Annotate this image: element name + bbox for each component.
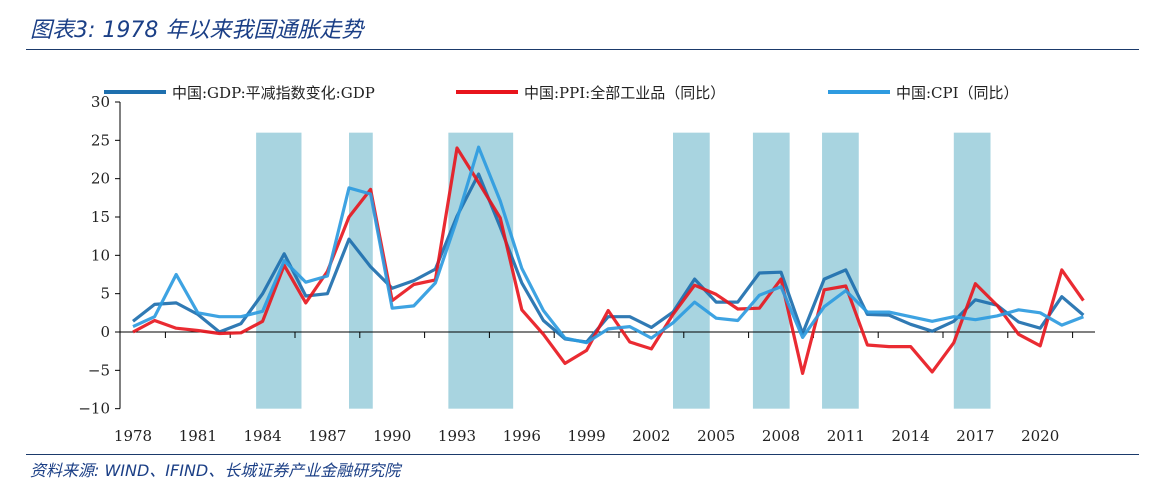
title-divider bbox=[26, 49, 1139, 50]
x-tick-label: 1993 bbox=[438, 427, 476, 445]
shaded-period bbox=[953, 132, 991, 409]
legend-label: 中国:PPI:全部工业品（同比） bbox=[524, 84, 725, 102]
y-tick-label: −10 bbox=[78, 400, 110, 418]
x-tick-label: 1981 bbox=[179, 427, 217, 445]
legend-item: 中国:CPI（同比） bbox=[828, 84, 1019, 102]
shaded-period bbox=[752, 132, 790, 409]
legend-item: 中国:PPI:全部工业品（同比） bbox=[456, 84, 725, 102]
source-note: 资料来源: WIND、IFIND、长城证券产业金融研究院 bbox=[30, 461, 401, 480]
x-tick-label: 1984 bbox=[244, 427, 282, 445]
y-tick-label: 10 bbox=[91, 246, 110, 264]
y-tick-label: 30 bbox=[91, 93, 110, 111]
x-tick-label: 1999 bbox=[568, 427, 606, 445]
x-tick-label: 1990 bbox=[373, 427, 411, 445]
shaded-period bbox=[673, 132, 710, 409]
x-tick-label: 2011 bbox=[827, 427, 865, 445]
x-tick-label: 1996 bbox=[503, 427, 541, 445]
series-line-ppi bbox=[132, 146, 1085, 375]
x-tick-label: 1987 bbox=[308, 427, 346, 445]
chart-title: 图表3: 1978 年以来我国通胀走势 bbox=[30, 18, 364, 43]
y-tick-label: 20 bbox=[91, 170, 110, 188]
y-tick-label: 5 bbox=[100, 285, 110, 303]
x-tick-label: 2008 bbox=[762, 427, 800, 445]
y-tick-label: 0 bbox=[100, 323, 110, 341]
x-tick-label: 1978 bbox=[114, 427, 152, 445]
shaded-period bbox=[448, 132, 514, 409]
x-tick-label: 2017 bbox=[956, 427, 994, 445]
x-tick-label: 2002 bbox=[632, 427, 670, 445]
x-tick-label: 2005 bbox=[697, 427, 735, 445]
legend-item: 中国:GDP:平减指数变化:GDP bbox=[104, 84, 375, 102]
series-line-cpi bbox=[132, 145, 1084, 345]
y-tick-label: −5 bbox=[88, 361, 110, 379]
y-tick-label: 15 bbox=[91, 208, 110, 226]
legend-label: 中国:CPI（同比） bbox=[896, 84, 1019, 102]
source-divider bbox=[26, 454, 1139, 455]
y-tick-label: 25 bbox=[91, 131, 110, 149]
legend-label: 中国:GDP:平减指数变化:GDP bbox=[172, 84, 375, 102]
x-tick-label: 2014 bbox=[892, 427, 930, 445]
x-tick-label: 2020 bbox=[1021, 427, 1059, 445]
shaded-period bbox=[349, 132, 373, 409]
